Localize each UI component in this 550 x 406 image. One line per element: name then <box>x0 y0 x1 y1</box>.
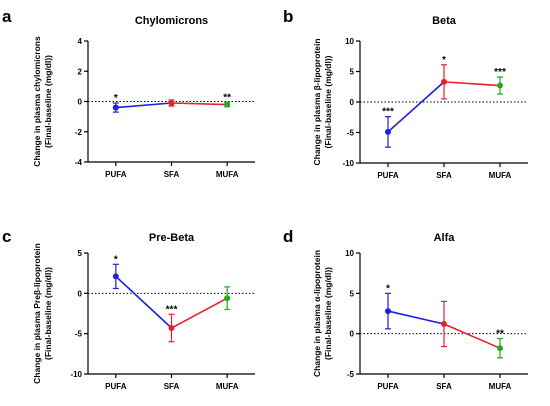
significance-marker: * <box>386 283 390 294</box>
panel-letter: a <box>2 7 12 26</box>
y-axis-label: Change in plasma Preβ-lipoprotein(Final-… <box>32 243 53 384</box>
x-tick-label: SFA <box>436 171 452 180</box>
x-tick-label: SFA <box>436 382 452 391</box>
y-axis-label-line: (Final-baseline (mg/dl)) <box>323 55 333 148</box>
y-tick-label: -5 <box>347 370 355 379</box>
data-point <box>224 295 231 302</box>
chart-panel-c: c Pre-Beta Change in plasma Preβ-lipoprote… <box>2 227 255 391</box>
series-segment-2 <box>443 323 501 349</box>
data-point <box>168 325 175 332</box>
y-axis-label-line: Change in plasma chylomicrons <box>32 36 42 167</box>
chart-panel-a: a Chylomicrons Change in plasma chylomicro… <box>2 7 255 179</box>
series-segment-1 <box>115 275 173 329</box>
data-point <box>112 104 119 111</box>
x-tick-label: SFA <box>164 382 180 391</box>
y-tick-label: 0 <box>350 330 355 339</box>
series-segment-1 <box>387 310 445 325</box>
x-tick-label: PUFA <box>105 170 127 179</box>
y-tick-label: 5 <box>78 249 83 258</box>
data-point <box>224 101 231 108</box>
panel-letter: d <box>283 227 293 246</box>
y-tick-label: -5 <box>347 129 355 138</box>
y-tick-label: 5 <box>350 289 355 298</box>
chart-title: Chylomicrons <box>135 15 208 27</box>
y-tick-label: 0 <box>350 98 355 107</box>
chart-panel-b: b Beta Change in plasma β-lipoprotein(Fina… <box>283 7 528 180</box>
x-tick-label: MUFA <box>216 170 239 179</box>
y-tick-label: 10 <box>345 37 354 46</box>
y-tick-label: -5 <box>75 330 83 339</box>
y-axis-label-line: Change in plasma β-lipoprotein <box>312 38 322 165</box>
panel-letter: c <box>2 227 11 246</box>
y-tick-label: -2 <box>75 128 83 137</box>
significance-marker: ** <box>496 329 504 340</box>
x-tick-label: MUFA <box>216 382 239 391</box>
data-point <box>168 100 175 107</box>
chart-title: Beta <box>432 15 457 27</box>
x-tick-label: SFA <box>164 170 180 179</box>
y-axis-label-line: Change in plasma α-lipoprotein <box>312 250 322 377</box>
y-axis-label: Change in plasma α-lipoprotein(Final-bas… <box>312 250 333 377</box>
y-tick-label: 5 <box>350 68 355 77</box>
significance-marker: ** <box>223 92 231 103</box>
significance-marker: *** <box>382 107 394 118</box>
y-tick-label: -10 <box>70 370 82 379</box>
y-axis-label-line: (Final-baseline (mg/dl)) <box>323 267 333 360</box>
chart-panel-d: d Alfa Change in plasma α-lipoprotein(Fina… <box>283 227 528 391</box>
chart-title: Pre-Beta <box>149 232 195 244</box>
y-axis-label-line: (Final-baseline (mg/dl)) <box>43 267 53 360</box>
series-segment-2 <box>171 102 228 106</box>
y-axis-label: Change in plasma chylomicrons(Final-base… <box>32 36 53 167</box>
y-axis-label-line: Change in plasma Preβ-lipoprotein <box>32 243 42 384</box>
y-tick-label: 0 <box>78 289 83 298</box>
y-tick-label: -10 <box>342 159 354 168</box>
y-tick-label: 2 <box>78 67 83 76</box>
series-segment-1 <box>387 81 445 133</box>
significance-marker: * <box>442 55 446 66</box>
x-tick-label: PUFA <box>105 382 127 391</box>
significance-marker: *** <box>494 67 506 78</box>
y-axis-label: Change in plasma β-lipoprotein(Final-bas… <box>312 38 333 165</box>
x-tick-label: MUFA <box>489 382 512 391</box>
significance-marker: * <box>114 254 118 265</box>
x-tick-label: MUFA <box>489 171 512 180</box>
data-point <box>497 82 503 89</box>
y-tick-label: 4 <box>78 37 83 46</box>
series-segment-2 <box>443 81 501 87</box>
data-point <box>385 308 391 315</box>
data-point <box>112 273 119 280</box>
y-tick-label: 0 <box>78 98 83 107</box>
y-tick-label: 10 <box>345 249 354 258</box>
significance-marker: * <box>114 93 118 104</box>
data-point <box>385 128 391 135</box>
x-tick-label: PUFA <box>377 382 399 391</box>
panel-letter: b <box>283 7 293 26</box>
y-tick-label: -4 <box>75 158 83 167</box>
chart-title: Alfa <box>434 232 456 244</box>
significance-marker: *** <box>166 304 178 315</box>
y-axis-label-line: (Final-baseline (mg/dl)) <box>43 55 53 148</box>
series-segment-2 <box>171 297 228 329</box>
data-point <box>441 320 447 327</box>
series-segment-1 <box>115 102 172 109</box>
data-point <box>441 78 447 85</box>
x-tick-label: PUFA <box>377 171 399 180</box>
data-point <box>497 345 503 352</box>
